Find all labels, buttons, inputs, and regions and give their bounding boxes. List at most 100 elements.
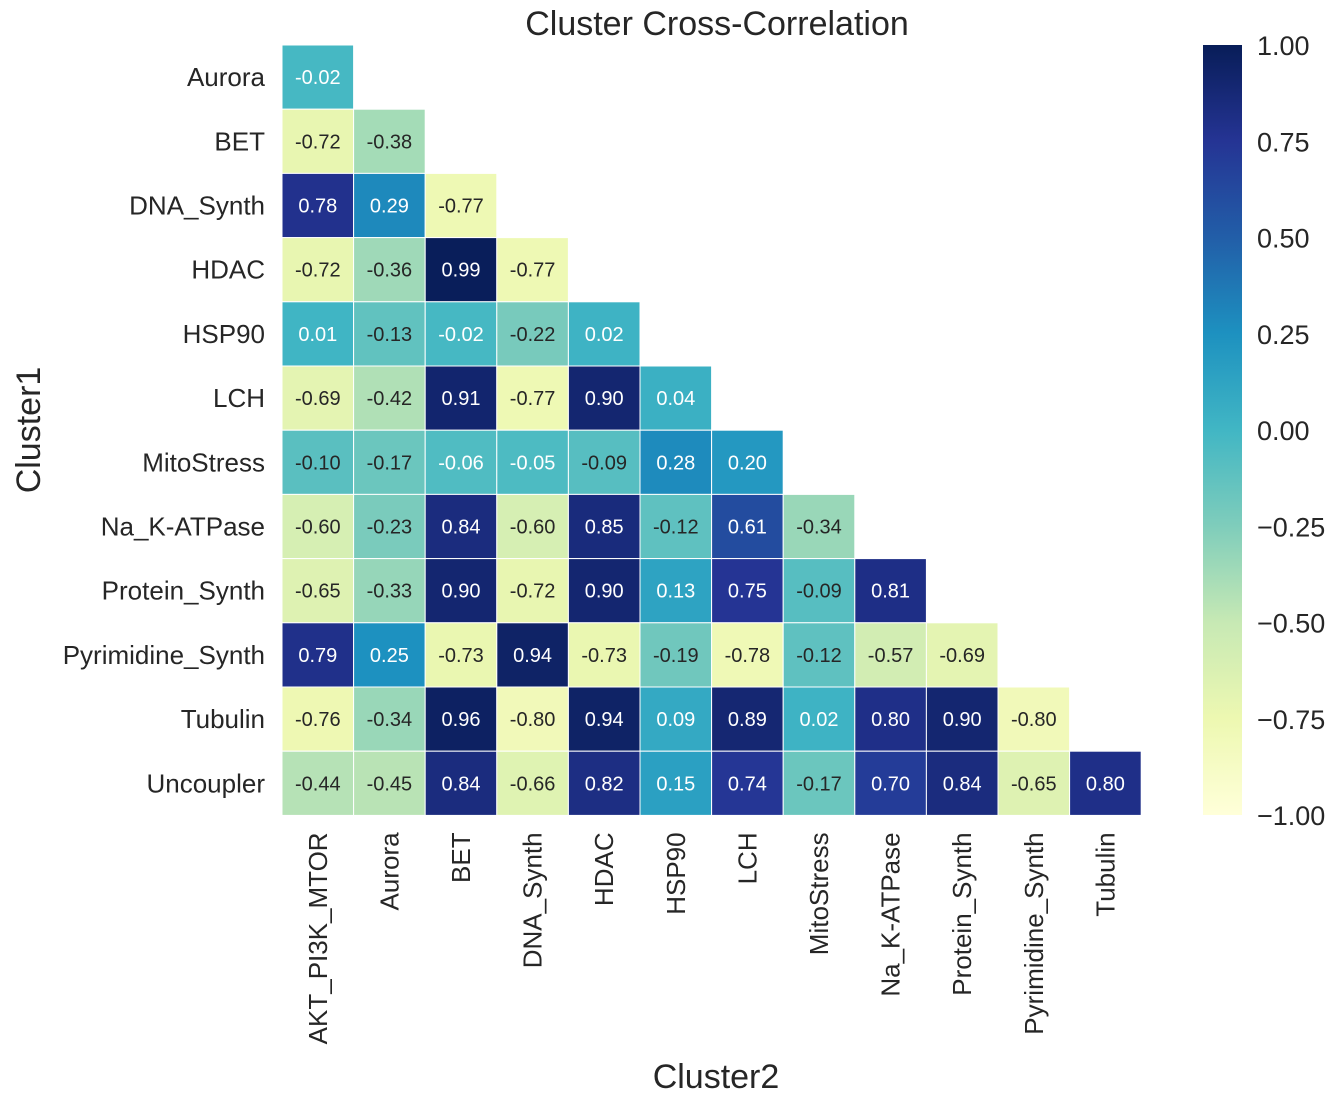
heatmap-cell [424,750,498,816]
y-tick-label: MitoStress [142,447,265,477]
cell-value-label: -0.17 [796,773,842,795]
y-tick-label: DNA_Synth [129,191,265,221]
heatmap-cell [424,172,498,239]
heatmap-cell [854,750,927,816]
heatmap-cell [711,558,784,624]
cell-value-label: -0.78 [725,645,771,667]
heatmap-cell [639,622,713,688]
y-axis-label: Cluster1 [10,367,48,494]
cell-value-label: 0.74 [728,773,767,795]
x-tick-label: Protein_Synth [947,832,977,995]
cell-value-label: -0.17 [367,452,413,474]
cell-value-label: 0.13 [656,581,695,603]
heatmap-cell [353,622,426,688]
heatmap-cell [854,558,927,624]
cell-value-label: -0.69 [295,388,341,410]
y-tick-labels: Aurora BET DNA_Synth HDAC HSP90 LCH MitoStress… [63,62,266,798]
heatmap-cell [997,686,1071,752]
x-tick-label: Pyrimidine_Synth [1019,832,1049,1034]
x-tick-label: AKT_PI3K_MTOR [303,832,333,1044]
heatmap-cell [281,429,355,495]
cell-value-label: 0.84 [943,773,982,795]
y-tick-label: Aurora [187,62,266,92]
cell-value-label: -0.13 [367,324,413,346]
x-tick-label: Aurora [374,832,404,911]
heatmap-cell [281,365,355,431]
cell-value-label: -0.02 [438,324,484,346]
heatmap-cell [353,237,426,303]
cell-value-label: -0.06 [438,452,484,474]
y-tick-label: Uncoupler [146,768,265,798]
cell-value-label: 0.90 [442,581,481,603]
cell-value-label: 0.94 [513,645,552,667]
cell-value-label: 0.78 [298,196,337,218]
cell-value-label: 0.89 [728,709,767,731]
heatmap-cell [353,301,426,367]
heatmap-cell [639,429,713,495]
colorbar-ticks: 1.00 0.75 0.50 0.25 0.00 −0.25 −0.50 −0.75 −1.00 [1257,31,1325,831]
chart-title: Cluster Cross-Correlation [525,5,909,43]
cell-value-label: 0.80 [1086,773,1125,795]
heatmap-cell [854,686,927,752]
cell-value-label: -0.65 [1011,773,1057,795]
heatmap-cell [567,301,641,367]
y-tick-label: HSP90 [183,319,265,349]
heatmap-cells: -0.02 -0.72 -0.38 0.78 0.29 -0.77 -0.72 -0.36 0.… [281,44,1142,816]
heatmap-cell [496,365,569,431]
cell-value-label: 0.02 [585,324,624,346]
cell-value-label: 0.96 [442,709,481,731]
x-tick-label: MitoStress [804,832,834,955]
heatmap-cell [496,429,569,495]
heatmap-cell [711,750,784,816]
cell-value-label: -0.60 [295,517,341,539]
cell-value-label: 0.84 [442,517,481,539]
heatmap-cell [711,429,784,495]
cell-value-label: -0.76 [295,709,341,731]
heatmap-cell [281,108,355,174]
heatmap-cell [424,558,498,624]
x-tick-label: HDAC [589,832,619,906]
cell-value-label: 0.91 [442,388,481,410]
x-tick-label: Na_K-ATPase [876,832,906,996]
x-tick-label: Tubulin [1090,832,1120,916]
heatmap-cell [281,172,355,239]
colorbar-tick-label: 0.25 [1257,320,1310,350]
heatmap-cell [925,622,999,688]
cell-value-label: 0.99 [442,260,481,282]
heatmap-cell [782,622,856,688]
colorbar-tick-label: −1.00 [1257,801,1325,831]
heatmap-cell [1069,750,1142,816]
y-tick-label: Na_K-ATPase [101,512,265,542]
cell-value-label: -0.80 [510,709,556,731]
cell-value-label: 0.90 [585,388,624,410]
colorbar-tick-label: −0.50 [1257,609,1325,639]
heatmap-cell [424,493,498,560]
heatmap-cell [424,622,498,688]
cell-value-label: 0.15 [656,773,695,795]
heatmap-cell [281,44,355,110]
y-tick-label: Protein_Synth [102,576,265,606]
y-tick-label: HDAC [191,255,265,285]
cell-value-label: -0.33 [367,581,413,603]
cell-value-label: -0.05 [510,452,556,474]
heatmap-cell [496,686,569,752]
heatmap-cell [281,750,355,816]
cell-value-label: -0.77 [438,196,484,218]
cell-value-label: -0.38 [367,131,413,153]
cell-value-label: -0.60 [510,517,556,539]
heatmap-cell [353,365,426,431]
heatmap-cell [567,365,641,431]
cell-value-label: -0.02 [295,67,341,89]
heatmap-cell [353,108,426,174]
cell-value-label: -0.23 [367,517,413,539]
cell-value-label: -0.77 [510,260,556,282]
cell-value-label: -0.19 [653,645,699,667]
heatmap-cell [997,750,1071,816]
cell-value-label: 0.61 [728,517,767,539]
heatmap-cell [496,558,569,624]
cell-value-label: 0.25 [370,645,409,667]
heatmap-cell [925,750,999,816]
heatmap-cell [782,493,856,560]
colorbar-tick-label: 0.00 [1257,416,1310,446]
x-tick-label: LCH [732,832,762,884]
